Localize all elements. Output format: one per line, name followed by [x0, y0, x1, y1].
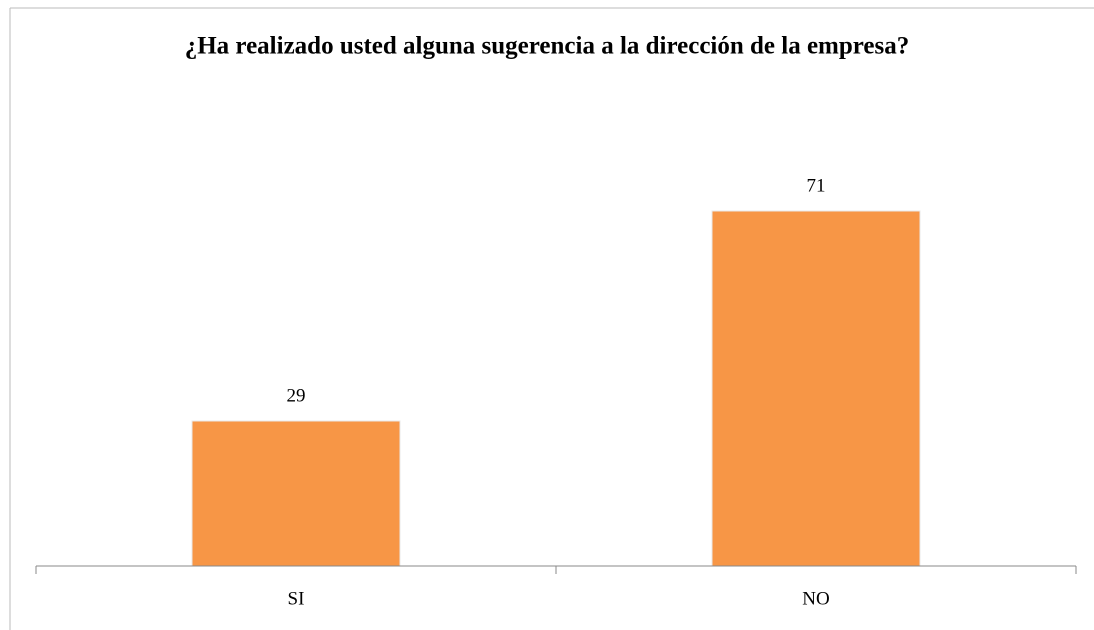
- x-tick-label: SI: [288, 588, 305, 609]
- bar: [191, 420, 401, 567]
- x-tick-label: NO: [802, 588, 829, 609]
- chart-title: ¿Ha realizado usted alguna sugerencia a …: [185, 33, 910, 60]
- bar: [711, 210, 921, 567]
- value-label: 71: [807, 175, 826, 196]
- value-label: 29: [287, 385, 306, 406]
